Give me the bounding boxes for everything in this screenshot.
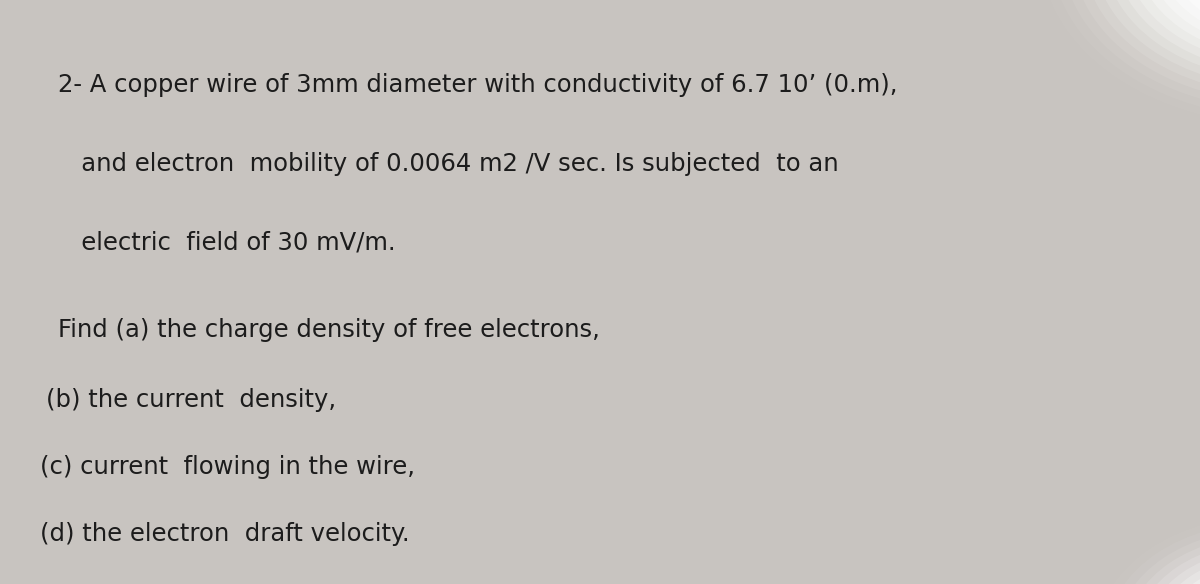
Ellipse shape	[1118, 528, 1200, 584]
Ellipse shape	[1104, 0, 1200, 81]
Ellipse shape	[1128, 534, 1200, 584]
Ellipse shape	[1168, 0, 1200, 36]
Ellipse shape	[1195, 579, 1200, 584]
Text: electric  field of 30 mV/m.: electric field of 30 mV/m.	[58, 230, 395, 255]
Text: 2- A copper wire of 3mm diameter with conductivity of 6.7 10’ (0.m),: 2- A copper wire of 3mm diameter with co…	[58, 72, 898, 97]
Ellipse shape	[1084, 0, 1200, 95]
Text: (c) current  flowing in the wire,: (c) current flowing in the wire,	[40, 455, 415, 479]
Ellipse shape	[1178, 0, 1200, 28]
Ellipse shape	[1189, 0, 1200, 20]
Text: Find (a) the charge density of free electrons,: Find (a) the charge density of free elec…	[58, 318, 600, 342]
Ellipse shape	[1094, 0, 1200, 88]
Ellipse shape	[1166, 560, 1200, 584]
Ellipse shape	[1157, 0, 1200, 43]
Ellipse shape	[1115, 0, 1200, 73]
Ellipse shape	[1073, 0, 1200, 103]
Ellipse shape	[1147, 0, 1200, 50]
Ellipse shape	[1126, 0, 1200, 65]
Ellipse shape	[1176, 566, 1200, 584]
Ellipse shape	[1136, 0, 1200, 58]
Ellipse shape	[1147, 547, 1200, 584]
Ellipse shape	[1157, 554, 1200, 584]
Ellipse shape	[1109, 522, 1200, 584]
Text: (b) the current  density,: (b) the current density,	[46, 388, 336, 412]
Ellipse shape	[1138, 541, 1200, 584]
Ellipse shape	[1186, 573, 1200, 584]
Text: (d) the electron  draft velocity.: (d) the electron draft velocity.	[40, 522, 409, 547]
Text: and electron  mobility of 0.0064 m2 /V sec. Is subjected  to an: and electron mobility of 0.0064 m2 /V se…	[58, 151, 839, 176]
Ellipse shape	[1062, 0, 1200, 110]
